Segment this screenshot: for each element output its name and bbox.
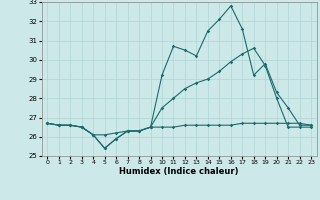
X-axis label: Humidex (Indice chaleur): Humidex (Indice chaleur): [119, 167, 239, 176]
